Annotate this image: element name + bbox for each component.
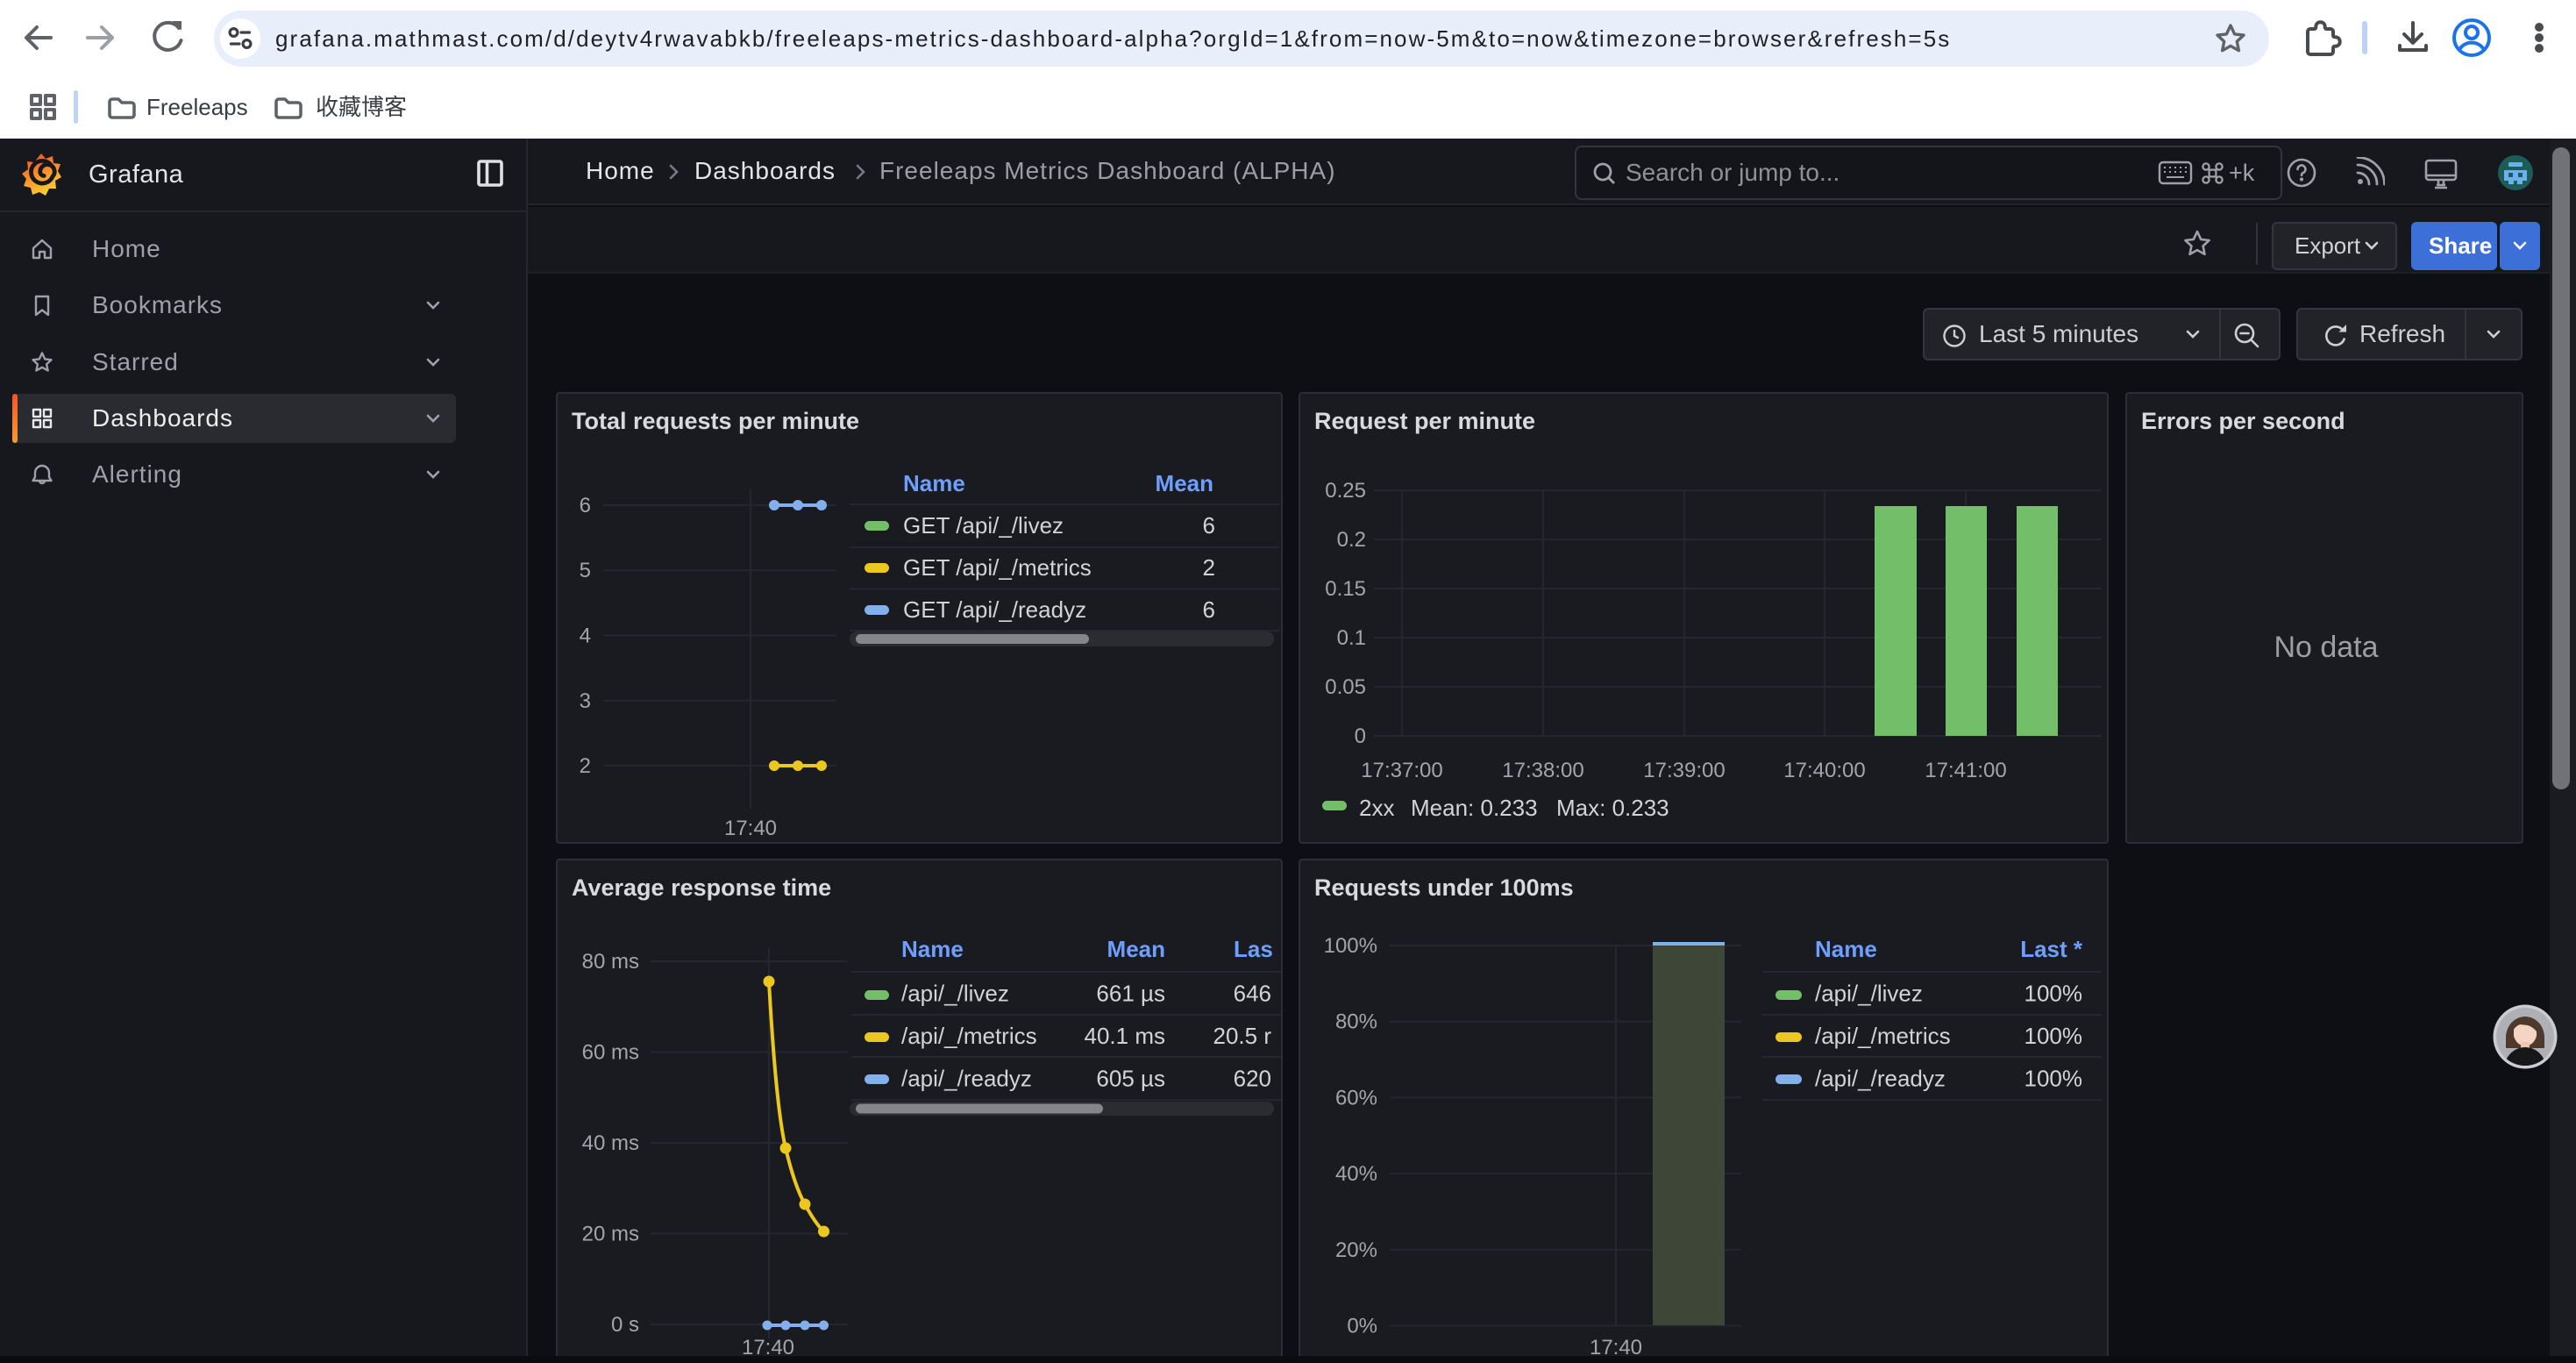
svg-text:0: 0 (1355, 724, 1366, 748)
svg-text:100%: 100% (2025, 1023, 2083, 1049)
svg-text:17:40: 17:40 (1590, 1336, 1642, 1359)
svg-text:Name: Name (901, 936, 964, 962)
svg-text:3: 3 (580, 689, 591, 713)
svg-text:Mean: Mean (1107, 936, 1165, 962)
svg-text:661 µs: 661 µs (1096, 981, 1165, 1007)
svg-text:6: 6 (1203, 596, 1215, 623)
svg-text:646: 646 (1234, 981, 1271, 1007)
svg-text:20 ms: 20 ms (582, 1223, 639, 1246)
svg-text:/api/_/livez: /api/_/livez (901, 981, 1009, 1007)
svg-text:GET /api/_/readyz: GET /api/_/readyz (903, 596, 1086, 623)
svg-text:17:37:00: 17:37:00 (1361, 759, 1442, 782)
svg-text:0.2: 0.2 (1337, 528, 1366, 552)
svg-text:Las: Las (1234, 936, 1273, 962)
svg-text:40%: 40% (1335, 1162, 1377, 1186)
svg-text:17:40: 17:40 (724, 817, 777, 840)
svg-text:80 ms: 80 ms (582, 950, 639, 974)
svg-text:4: 4 (580, 624, 591, 648)
svg-text:2xx: 2xx (1359, 795, 1394, 821)
svg-text:2: 2 (580, 754, 591, 778)
svg-text:Name: Name (903, 470, 965, 496)
svg-text:0.1: 0.1 (1337, 626, 1366, 650)
svg-text:6: 6 (1203, 512, 1215, 539)
svg-text:Name: Name (1815, 936, 1877, 962)
svg-text:40.1 ms: 40.1 ms (1085, 1023, 1166, 1049)
svg-text:0.15: 0.15 (1325, 577, 1366, 601)
svg-text:620: 620 (1234, 1066, 1271, 1092)
svg-text:GET /api/_/metrics: GET /api/_/metrics (903, 554, 1092, 581)
svg-text:0 s: 0 s (611, 1313, 639, 1337)
svg-text:/api/_/readyz: /api/_/readyz (901, 1066, 1032, 1092)
svg-text:100%: 100% (1324, 934, 1377, 958)
svg-text:17:38:00: 17:38:00 (1502, 759, 1583, 782)
svg-text:5: 5 (580, 559, 591, 582)
svg-text:Max: 0.233: Max: 0.233 (1556, 795, 1669, 821)
svg-text:0.25: 0.25 (1325, 479, 1366, 503)
svg-text:/api/_/metrics: /api/_/metrics (901, 1023, 1037, 1049)
svg-text:6: 6 (580, 494, 591, 517)
svg-text:100%: 100% (2025, 1066, 2083, 1092)
svg-text:GET /api/_/livez: GET /api/_/livez (903, 512, 1064, 539)
svg-text:17:40:00: 17:40:00 (1783, 759, 1865, 782)
svg-text:/api/_/metrics: /api/_/metrics (1815, 1023, 1951, 1049)
svg-text:100%: 100% (2025, 981, 2083, 1007)
svg-text:17:41:00: 17:41:00 (1925, 759, 2006, 782)
svg-text:Mean: Mean (1156, 470, 1213, 496)
svg-text:0.05: 0.05 (1325, 675, 1366, 699)
svg-text:20%: 20% (1335, 1238, 1377, 1262)
svg-text:60%: 60% (1335, 1086, 1377, 1110)
svg-text:17:39:00: 17:39:00 (1643, 759, 1725, 782)
svg-text:0%: 0% (1347, 1315, 1377, 1338)
svg-text:605 µs: 605 µs (1096, 1066, 1165, 1092)
svg-text:Mean: 0.233: Mean: 0.233 (1411, 795, 1538, 821)
svg-text:/api/_/readyz: /api/_/readyz (1815, 1066, 1946, 1092)
svg-text:17:40: 17:40 (742, 1336, 794, 1359)
svg-text:2: 2 (1203, 554, 1215, 581)
svg-text:20.5 r: 20.5 r (1213, 1023, 1272, 1049)
svg-text:Last *: Last * (2020, 936, 2083, 962)
svg-text:40 ms: 40 ms (582, 1131, 639, 1155)
svg-text:80%: 80% (1335, 1010, 1377, 1034)
svg-text:60 ms: 60 ms (582, 1041, 639, 1065)
svg-text:/api/_/livez: /api/_/livez (1815, 981, 1923, 1007)
